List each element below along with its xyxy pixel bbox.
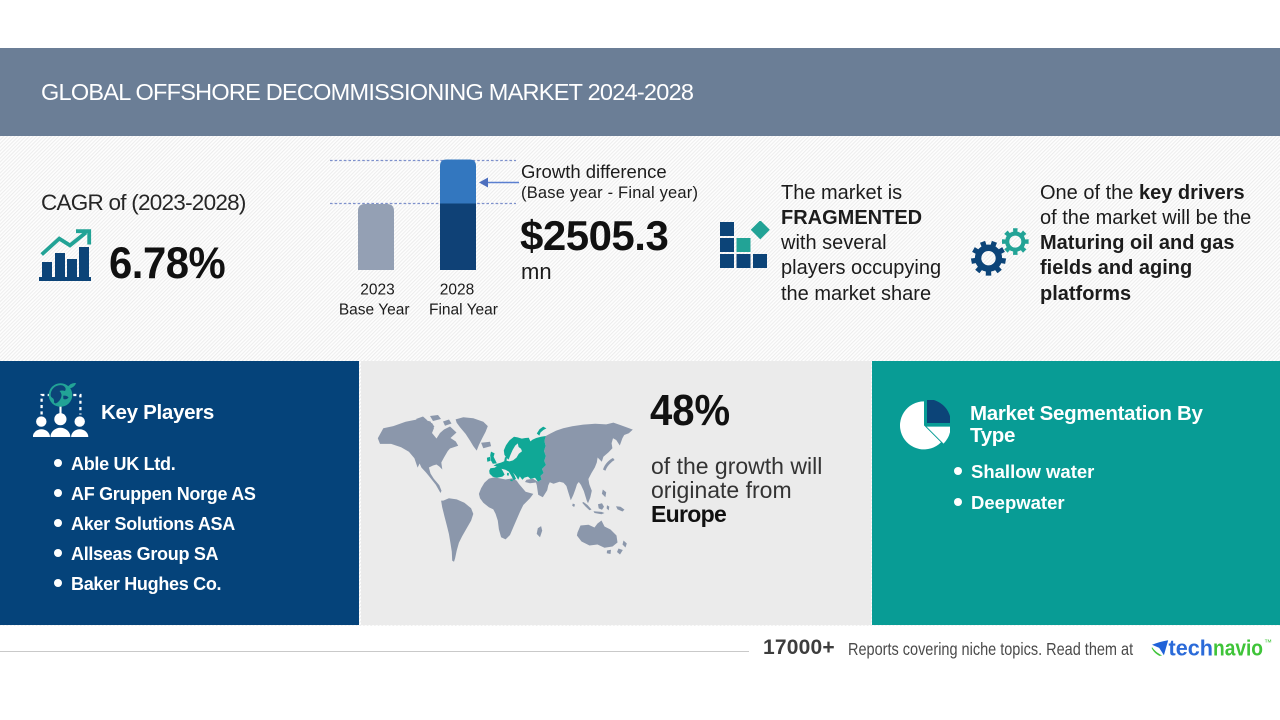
svg-text:Base Year: Base Year — [339, 301, 410, 318]
svg-text:tech: tech — [1169, 636, 1214, 660]
svg-text:™: ™ — [1264, 638, 1272, 647]
svg-text:navio: navio — [1213, 636, 1263, 660]
svg-text:2028: 2028 — [440, 282, 474, 299]
svg-text:Final Year: Final Year — [429, 301, 498, 318]
svg-text:2023: 2023 — [360, 282, 394, 299]
